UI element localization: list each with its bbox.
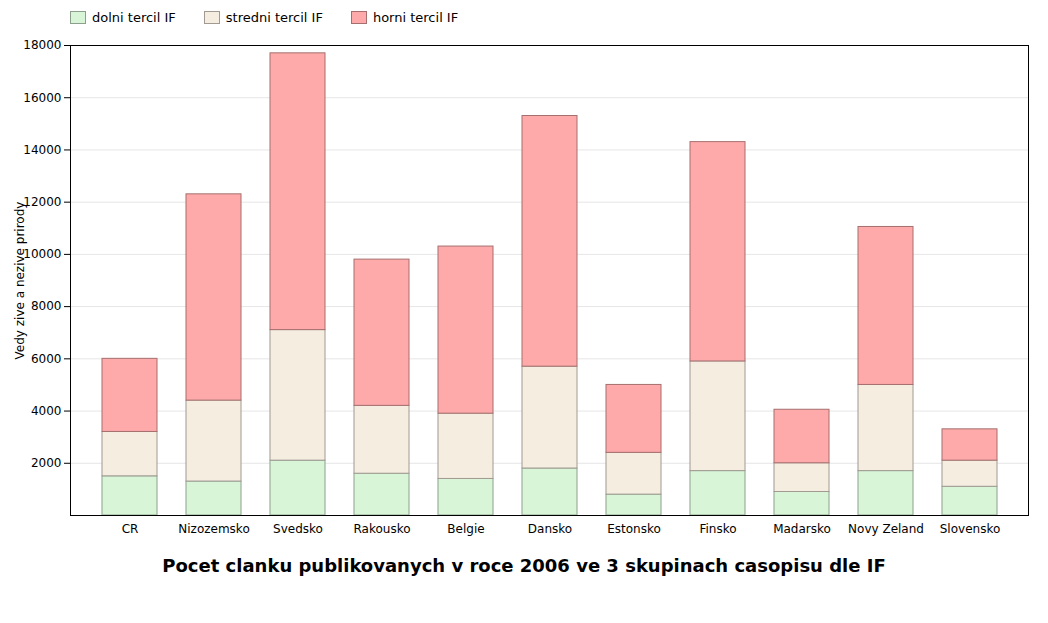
html-text:Pocet clanku publikovanych v r: Pocet clanku publikovanych v roce 2006 v… xyxy=(162,555,886,576)
svg-text:6000: 6000 xyxy=(31,352,62,366)
svg-text:12000: 12000 xyxy=(23,195,61,209)
svg-text:Novy Zeland: Novy Zeland xyxy=(848,522,924,536)
svg-text:Rakousko: Rakousko xyxy=(353,522,410,536)
html-text:horni tercil IF: horni tercil IF xyxy=(372,10,459,25)
svg-text:8000: 8000 xyxy=(31,299,62,313)
svg-text:10000: 10000 xyxy=(23,247,61,261)
html-text:dolni tercil IF: dolni tercil IF xyxy=(92,10,176,25)
svg-text:Estonsko: Estonsko xyxy=(607,522,661,536)
svg-text:Finsko: Finsko xyxy=(699,522,736,536)
svg-text:Vedy zive a nezive prirody: Vedy zive a nezive prirody xyxy=(13,202,27,360)
svg-text:Slovensko: Slovensko xyxy=(940,522,1001,536)
svg-text:Dansko: Dansko xyxy=(528,522,572,536)
svg-text:CR: CR xyxy=(122,522,139,536)
svg-text:Belgie: Belgie xyxy=(447,522,484,536)
svg-text:Svedsko: Svedsko xyxy=(273,522,323,536)
svg-text:2000: 2000 xyxy=(31,456,62,470)
svg-text:4000: 4000 xyxy=(31,404,62,418)
svg-text:Madarsko: Madarsko xyxy=(773,522,831,536)
svg-text:18000: 18000 xyxy=(23,38,61,52)
html-text:stredni tercil IF: stredni tercil IF xyxy=(225,10,323,25)
svg-text:16000: 16000 xyxy=(23,91,61,105)
svg-text:Nizozemsko: Nizozemsko xyxy=(178,522,249,536)
svg-text:14000: 14000 xyxy=(23,143,61,157)
